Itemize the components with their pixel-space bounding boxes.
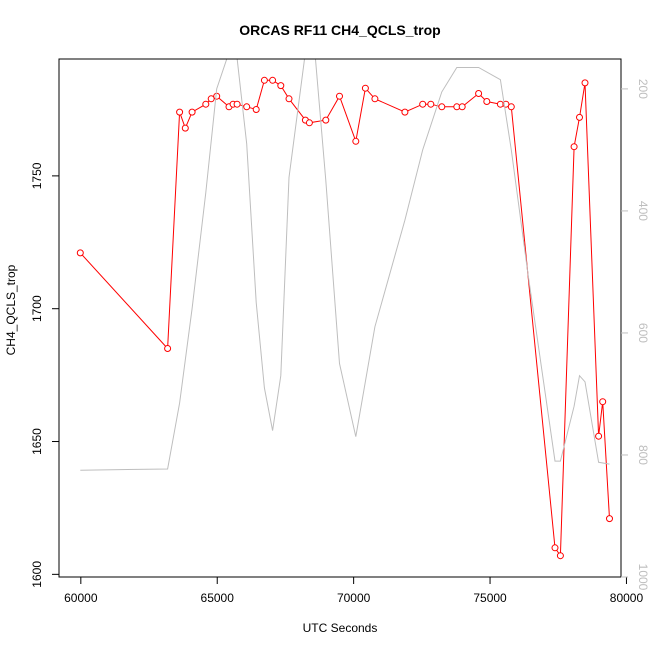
series-line-right-axis — [80, 59, 610, 471]
series-line-left-axis — [79, 79, 610, 558]
data-point-1 — [164, 345, 172, 352]
data-point-18 — [305, 119, 313, 127]
data-point-27 — [438, 103, 446, 111]
y2-tick-label: 800 — [636, 445, 650, 465]
y-tick-label: 1600 — [30, 561, 44, 588]
data-point-16 — [285, 95, 293, 103]
data-point-26 — [427, 100, 435, 108]
data-point-2 — [176, 108, 184, 116]
chart-title: ORCAS RF11 CH4_QCLS_trop — [239, 22, 440, 38]
x-tick-label: 80000 — [610, 591, 644, 605]
axis-layer: 60000 65000 70000 75000 80000 1600 1650 1700 175… — [30, 58, 650, 605]
y2-tick-label: 200 — [636, 79, 650, 99]
y2-tick-label: 400 — [636, 201, 650, 221]
data-point-34 — [507, 103, 515, 111]
plot-layer — [76, 59, 613, 560]
data-point-30 — [475, 90, 483, 97]
data-point-15 — [277, 82, 285, 90]
data-point-3 — [181, 124, 189, 132]
x-tick-label: 65000 — [201, 591, 235, 605]
data-point-10 — [233, 100, 241, 108]
data-point-21 — [352, 137, 360, 145]
y-tick-label: 1650 — [30, 428, 44, 455]
data-point-4 — [188, 108, 196, 116]
data-point-25 — [419, 100, 427, 108]
data-point-42 — [606, 515, 613, 523]
data-point-37 — [570, 143, 578, 151]
data-point-38 — [576, 113, 583, 121]
data-point-24 — [401, 108, 409, 116]
y-tick-label: 1750 — [30, 162, 44, 189]
data-point-11 — [243, 103, 251, 111]
data-point-14 — [269, 76, 277, 84]
data-point-36 — [556, 552, 564, 560]
data-point-7 — [213, 92, 221, 100]
x-axis-label: UTC Seconds — [303, 621, 378, 635]
data-point-40 — [595, 432, 603, 440]
data-point-23 — [371, 95, 379, 103]
data-point-19 — [322, 116, 330, 124]
x-tick-label: 70000 — [337, 591, 371, 605]
data-point-29 — [458, 103, 466, 111]
data-point-20 — [336, 92, 343, 100]
y2-tick-label: 1000 — [636, 564, 650, 591]
data-point-22 — [361, 84, 369, 92]
data-point-31 — [483, 98, 491, 105]
y-axis-label: CH4_QCLS_trop — [4, 264, 18, 355]
x-tick-label: 60000 — [64, 591, 98, 605]
x-tick-label: 75000 — [473, 591, 507, 605]
data-point-13 — [260, 76, 268, 84]
y2-tick-label: 600 — [636, 323, 650, 343]
data-point-0 — [76, 249, 84, 257]
data-point-41 — [599, 398, 607, 406]
data-point-35 — [551, 544, 559, 552]
data-point-12 — [252, 106, 260, 113]
data-point-5 — [202, 100, 210, 108]
data-point-6 — [207, 95, 215, 103]
data-point-39 — [581, 79, 589, 87]
y-tick-label: 1700 — [30, 295, 44, 322]
plot-frame — [58, 58, 622, 578]
